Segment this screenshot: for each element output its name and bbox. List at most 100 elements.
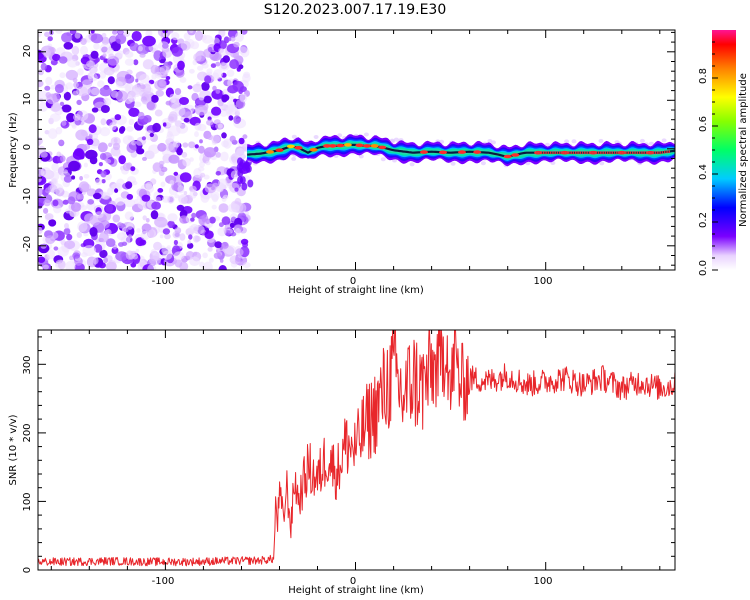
noise-blob (241, 182, 248, 191)
noise-blob (107, 76, 115, 85)
noise-blob (189, 68, 195, 74)
noise-blob (140, 84, 146, 90)
ridge-hotspot (439, 150, 447, 155)
noise-blob (117, 222, 123, 229)
ridge-hotspot (620, 151, 623, 155)
ridge-hotspot (458, 150, 466, 154)
noise-blob (194, 131, 199, 138)
noise-blob (112, 142, 121, 151)
top-y-tick-label: 10 (22, 93, 33, 106)
ridge-hotspot (323, 144, 331, 148)
noise-blob (68, 160, 81, 172)
noise-blob (77, 68, 84, 76)
noise-blob (242, 134, 248, 139)
noise-blob (38, 186, 43, 197)
colorbar-ticks (712, 41, 718, 271)
ridge-hotspot (629, 151, 632, 155)
noise-blob (237, 169, 244, 178)
ridge-hotspot (370, 144, 379, 148)
noise-blob (176, 204, 185, 211)
noise-blob (154, 216, 168, 228)
noise-blob (65, 69, 78, 81)
noise-blob (212, 85, 217, 91)
ridge-hotspot (581, 151, 584, 155)
noise-blob (105, 159, 112, 164)
ridge-halo (487, 139, 493, 143)
noise-blob (189, 157, 194, 162)
ridge-hotspot (473, 150, 482, 154)
ridge-hotspot (275, 148, 284, 152)
noise-blob (99, 231, 109, 243)
noise-blob (204, 75, 212, 84)
noise-blob (179, 172, 192, 183)
noise-blob (142, 35, 156, 47)
noise-blob (218, 203, 229, 213)
ridge-halo (480, 161, 486, 166)
noise-blob (84, 213, 96, 224)
noise-blob (227, 203, 240, 213)
noise-blob (188, 185, 197, 193)
noise-blob (232, 52, 240, 59)
ridge-hotspot (534, 150, 543, 155)
noise-blob (169, 179, 175, 186)
noise-blob (228, 115, 234, 121)
noise-blob (143, 115, 152, 123)
noise-blob (202, 35, 213, 44)
noise-blob (45, 76, 53, 86)
ridge-hotspot (575, 151, 577, 155)
noise-blob (130, 250, 138, 257)
snr-series-line (38, 330, 675, 567)
noise-blob (201, 81, 210, 91)
noise-blob (227, 103, 237, 113)
noise-blob (127, 234, 133, 239)
ridge-hotspot (632, 151, 634, 155)
noise-blob (38, 79, 44, 88)
ridge-halo (450, 161, 456, 166)
noise-blob (184, 111, 193, 120)
noise-blob (211, 186, 215, 191)
noise-blob (200, 172, 206, 178)
noise-blob (52, 53, 61, 62)
noise-blob (63, 228, 71, 235)
noise-blob (179, 233, 186, 241)
noise-blob (99, 249, 108, 259)
noise-blob (155, 89, 164, 97)
noise-blob (190, 217, 195, 222)
noise-blob (240, 238, 249, 245)
noise-blob (181, 151, 188, 158)
noise-blob (154, 109, 163, 117)
noise-blob (189, 256, 201, 266)
noise-blob (57, 246, 69, 257)
noise-blob (77, 221, 88, 233)
ridge-hotspot (618, 151, 620, 155)
noise-blob (197, 65, 204, 71)
noise-blob (56, 151, 62, 157)
noise-blob (137, 45, 143, 52)
noise-blob (215, 171, 221, 176)
noise-blob (243, 71, 251, 79)
noise-blob (174, 88, 182, 95)
noise-blob (101, 32, 107, 38)
noise-blob (45, 92, 52, 98)
ridge-hotspot (559, 151, 561, 155)
noise-blob (118, 242, 124, 247)
noise-blob (98, 262, 107, 269)
noise-blob (43, 207, 49, 214)
ridge-hotspot (595, 151, 597, 155)
noise-blob (101, 179, 106, 184)
bottom-x-tick-label: -100 (152, 576, 175, 587)
noise-blob (116, 50, 124, 57)
noise-blob (86, 190, 93, 196)
colorbar-tick-label: 0.6 (698, 116, 709, 132)
noise-blob (114, 188, 119, 193)
noise-blob (63, 42, 74, 50)
noise-blob (115, 81, 123, 88)
noise-blob (161, 246, 172, 255)
noise-blob (40, 151, 48, 158)
noise-blob (230, 96, 235, 102)
noise-blob (187, 240, 191, 245)
noise-blob (112, 214, 121, 223)
noise-blob (165, 143, 174, 152)
ridge-hotspot (652, 151, 655, 155)
ridge-halo (337, 133, 343, 138)
